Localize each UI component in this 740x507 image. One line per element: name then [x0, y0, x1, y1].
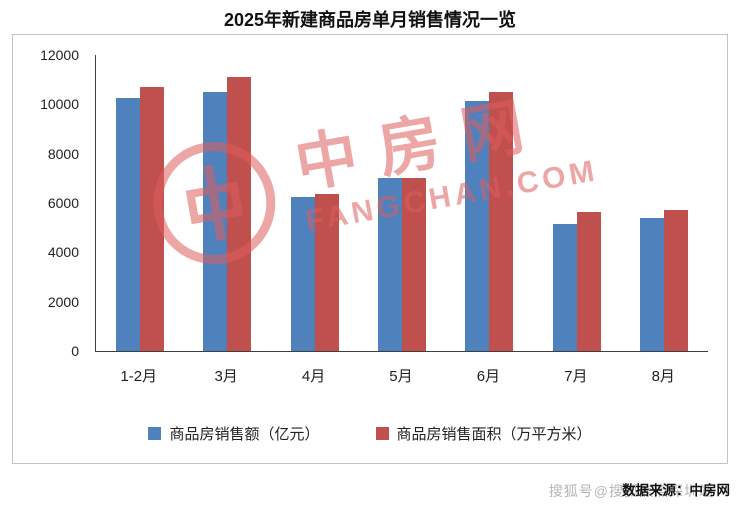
plot-area	[95, 55, 708, 352]
bar-group	[640, 55, 689, 351]
bar	[314, 194, 339, 351]
legend-item: 商品房销售面积（万平方米）	[375, 423, 592, 444]
page-title: 2025年新建商品房单月销售情况一览	[223, 10, 517, 30]
bar	[489, 92, 514, 351]
data-source-text: 数据来源：中房网	[622, 483, 730, 498]
y-tick-label: 2000	[47, 293, 79, 310]
x-tick-label: 8月	[651, 368, 675, 385]
y-tick-label: 6000	[47, 195, 79, 211]
x-tick-label: 7月	[564, 368, 588, 385]
x-tick-label: 5月	[389, 368, 413, 385]
legend-label: 商品房销售面积（万平方米）	[396, 426, 592, 443]
bar-group	[465, 55, 514, 351]
bar	[115, 98, 140, 351]
bar	[640, 217, 665, 351]
x-tick-label: 1-2月	[120, 368, 158, 385]
y-tick-label: 10000	[40, 96, 79, 113]
bar	[664, 210, 689, 351]
x-tick-label: 3月	[214, 368, 238, 385]
chart-panel: 0 2000 4000 6000 8000 10000 12000 1-2月 3月 4月 5月 6月…	[12, 34, 728, 464]
y-tick-label: 0	[71, 343, 79, 359]
source-watermark-text: 搜狐号@搜狐焦点深圳站	[548, 483, 714, 499]
y-tick-label: 4000	[47, 244, 79, 261]
bar	[290, 196, 315, 351]
bar-group	[203, 55, 252, 351]
legend-item: 商品房销售额（亿元）	[148, 423, 320, 444]
x-tick-label: 6月	[476, 368, 501, 385]
legend-swatch-icon	[148, 427, 162, 440]
bar	[465, 100, 490, 351]
x-tick-label: 4月	[301, 368, 326, 385]
bar	[227, 77, 252, 351]
bar-group	[552, 55, 601, 351]
x-axis-labels: 1-2月 3月 4月 5月 6月 7月 8月	[95, 365, 707, 386]
legend-swatch-icon	[375, 427, 389, 440]
bar	[377, 178, 402, 351]
legend-label: 商品房销售额（亿元）	[169, 426, 320, 443]
bar	[139, 87, 164, 351]
bar-group	[290, 55, 339, 351]
chart-legend: 商品房销售额（亿元） 商品房销售面积（万平方米）	[13, 423, 727, 444]
bar	[552, 223, 577, 351]
bar-group	[115, 55, 164, 351]
y-tick-label: 8000	[47, 145, 79, 162]
y-tick-label: 12000	[40, 47, 79, 63]
y-axis-labels: 0 2000 4000 6000 8000 10000 12000	[13, 47, 87, 359]
bar-group	[377, 55, 426, 351]
bar	[401, 178, 426, 351]
bar	[203, 92, 228, 351]
bar	[576, 211, 601, 351]
